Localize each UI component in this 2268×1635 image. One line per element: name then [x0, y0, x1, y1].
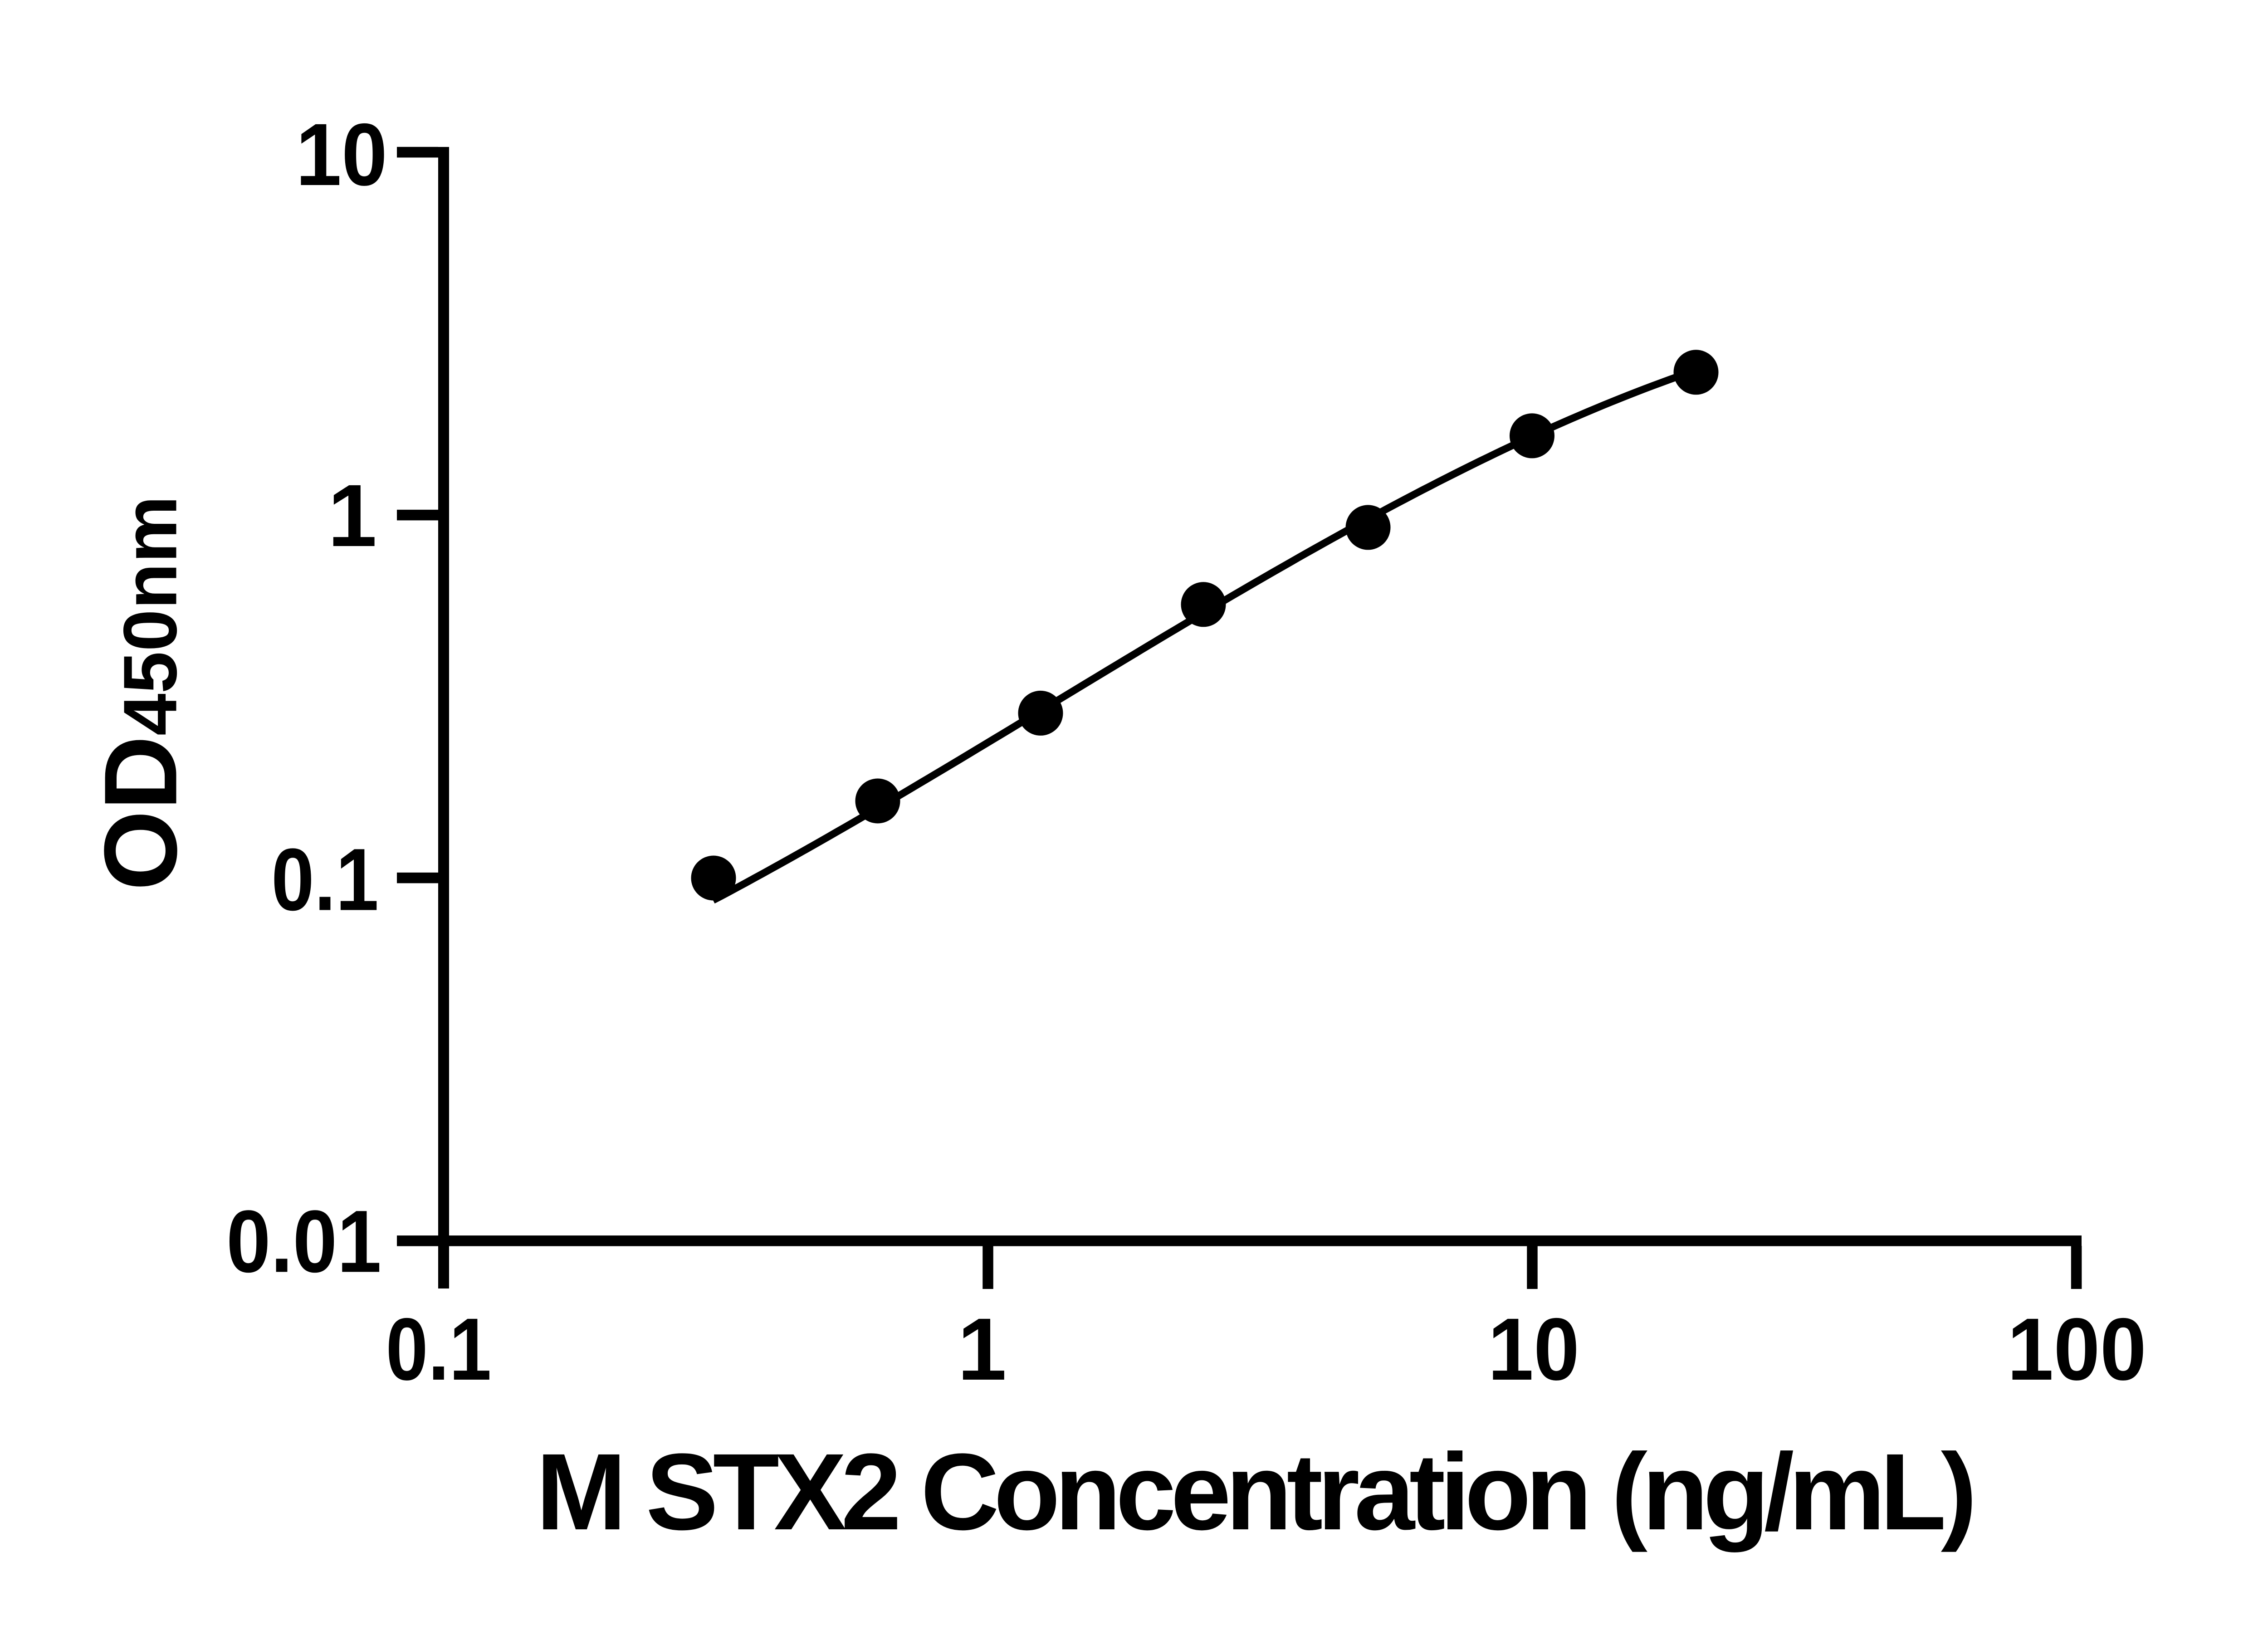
- svg-text:0.1: 0.1: [271, 830, 379, 929]
- svg-text:100: 100: [2007, 1300, 2146, 1399]
- svg-text:0.1: 0.1: [386, 1300, 492, 1399]
- svg-text:0.01: 0.01: [226, 1192, 381, 1291]
- svg-text:1: 1: [328, 466, 377, 565]
- svg-text:10: 10: [296, 105, 387, 204]
- svg-text:1: 1: [958, 1300, 1007, 1399]
- svg-text:10: 10: [1488, 1300, 1579, 1399]
- svg-text:M STX2 Concentration (ng/mL): M STX2 Concentration (ng/mL): [536, 1431, 1971, 1552]
